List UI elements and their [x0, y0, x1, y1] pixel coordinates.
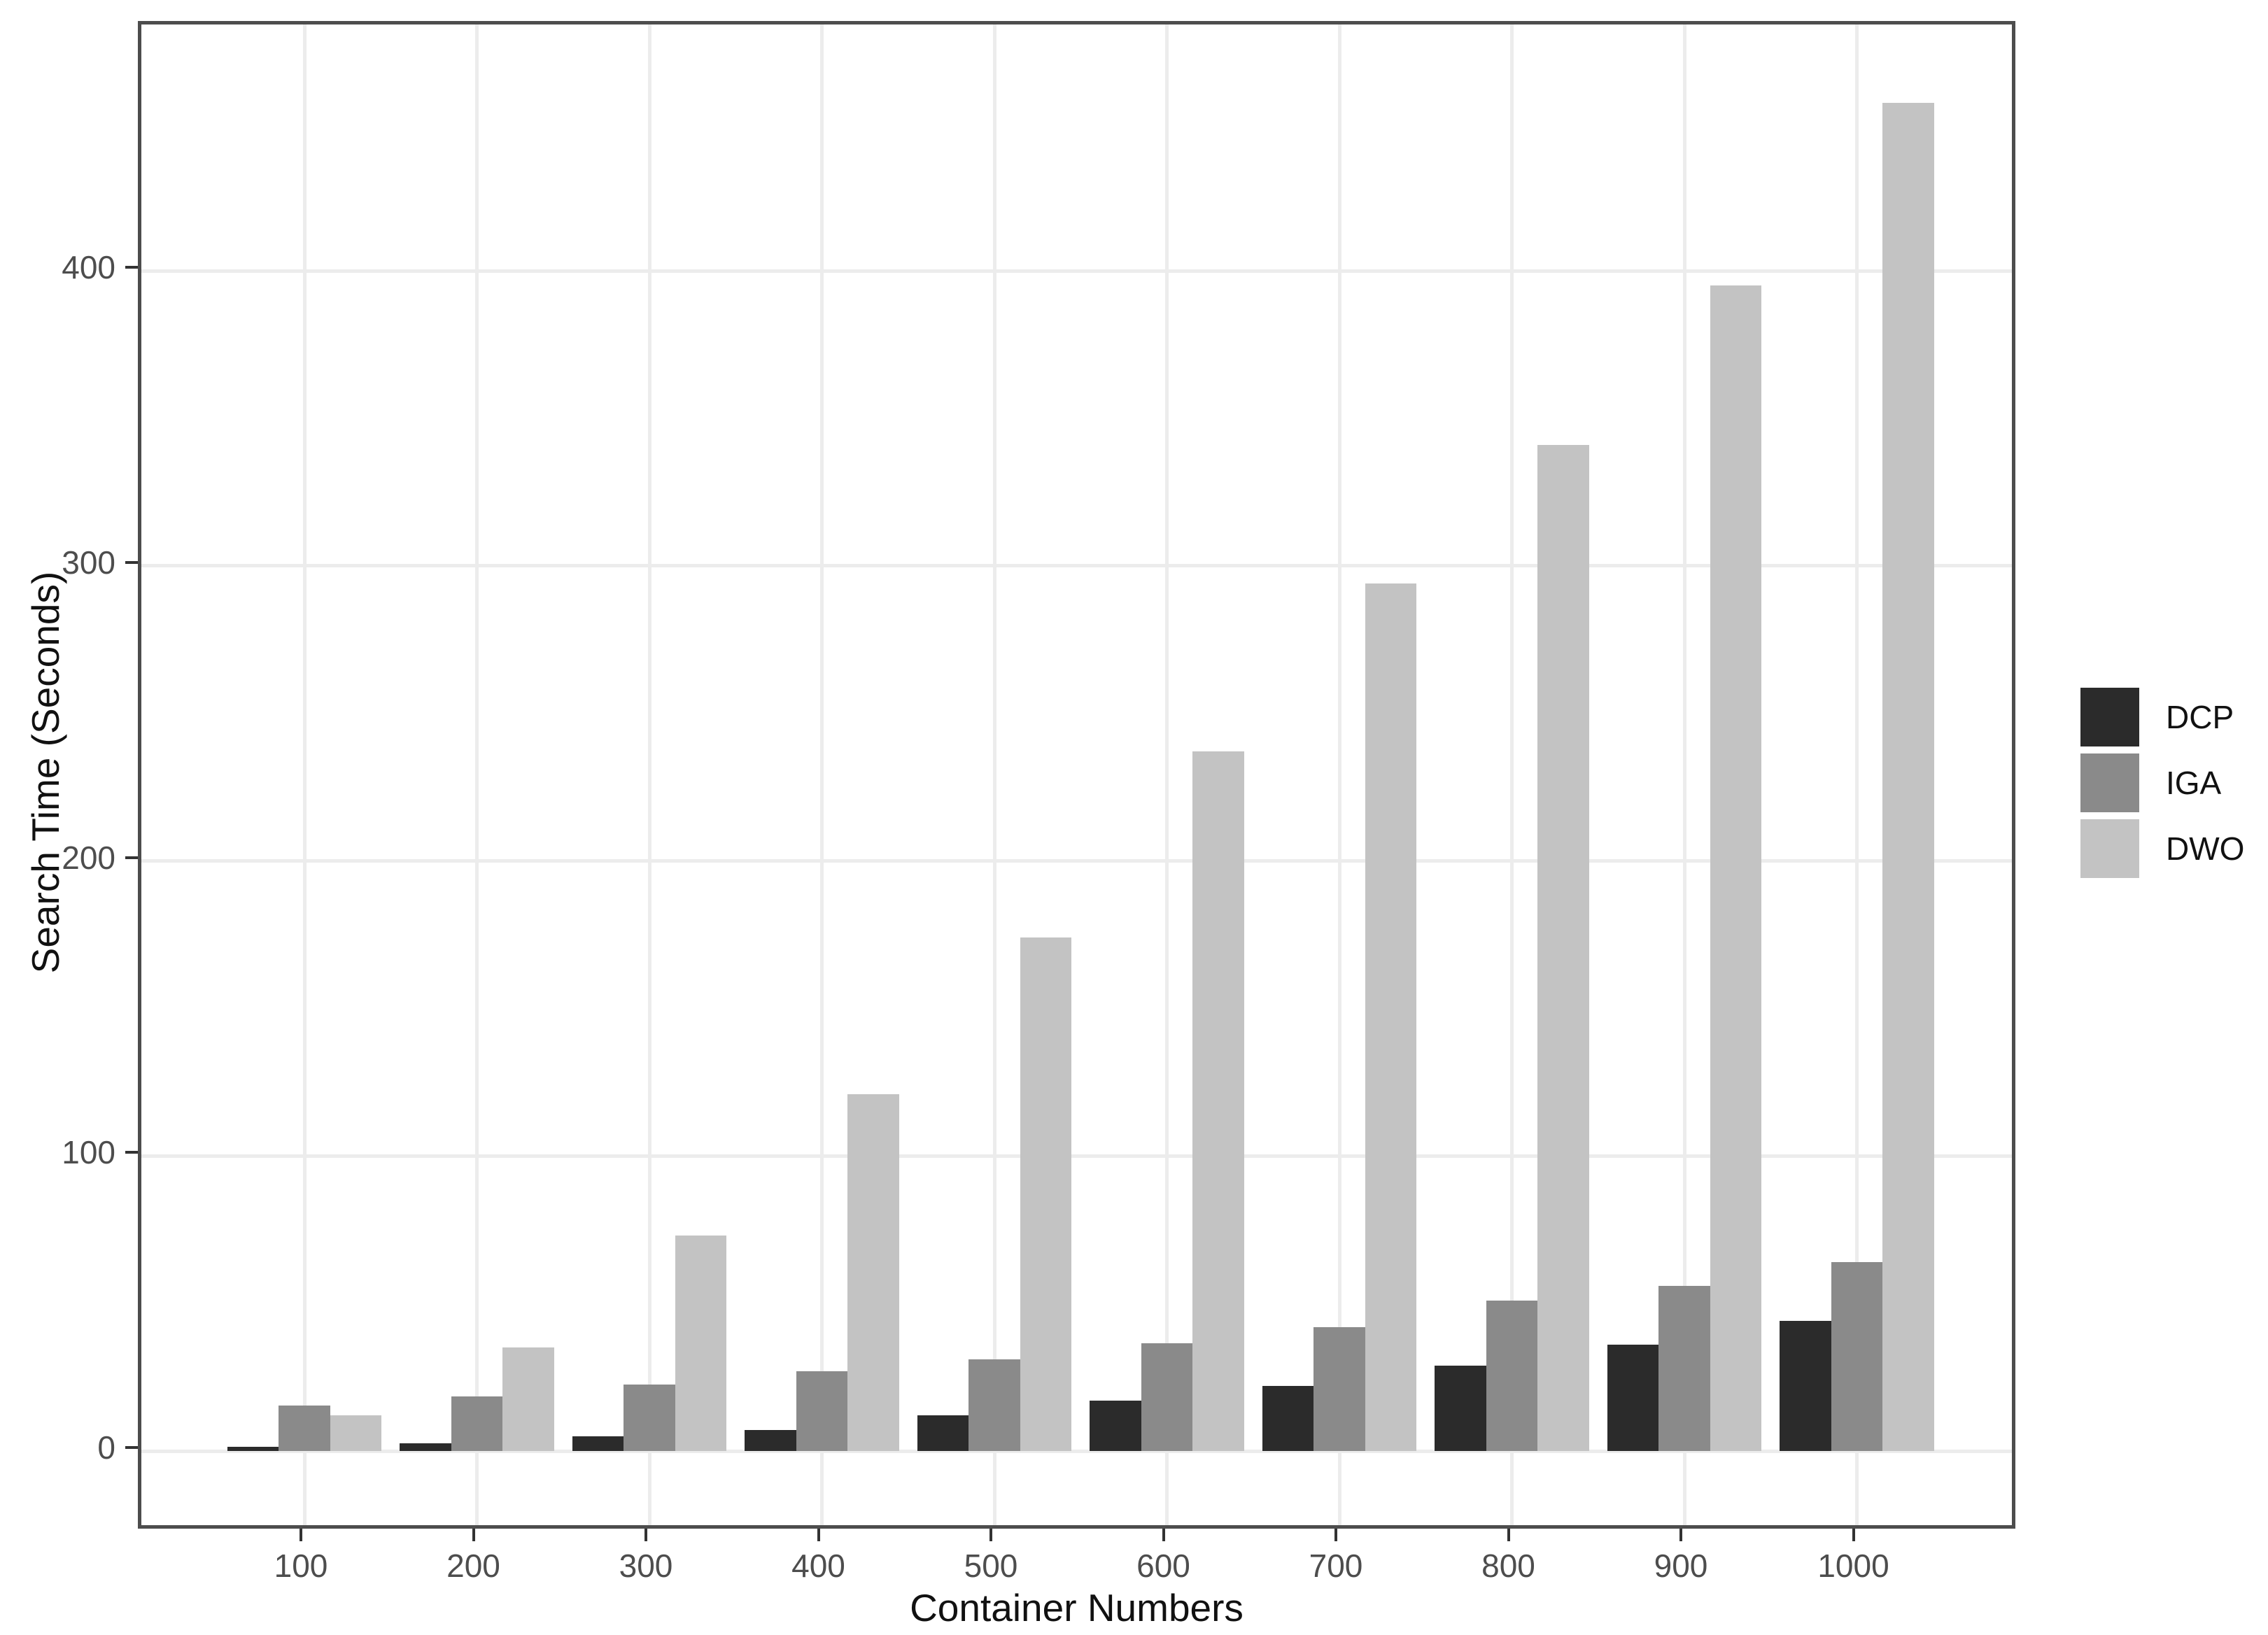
bar-DWO-400: [847, 1093, 899, 1451]
bar-IGA-500: [969, 1359, 1020, 1451]
x-tick-label-500: 500: [964, 1548, 1018, 1584]
bar-IGA-700: [1313, 1326, 1365, 1451]
bar-DWO-600: [1192, 751, 1244, 1451]
x-tick-mark-600: [1162, 1529, 1165, 1541]
bar-DWO-1000: [1882, 102, 1934, 1451]
x-gridline-200: [475, 24, 479, 1525]
x-gridline-500: [992, 24, 996, 1525]
x-gridline-1000: [1855, 24, 1859, 1525]
x-gridline-300: [647, 24, 651, 1525]
legend-item-IGA: IGA: [2080, 753, 2244, 812]
x-tick-mark-500: [989, 1529, 992, 1541]
legend-item-DCP: DCP: [2080, 688, 2244, 746]
legend-label-IGA: IGA: [2166, 765, 2222, 801]
y-tick-mark-100: [125, 1151, 138, 1154]
bar-IGA-400: [796, 1371, 848, 1451]
bar-DWO-700: [1365, 583, 1417, 1451]
legend-label-DCP: DCP: [2166, 699, 2234, 735]
bar-DCP-1000: [1780, 1321, 1831, 1451]
y-tick-mark-200: [125, 856, 138, 859]
x-tick-label-800: 800: [1481, 1548, 1535, 1584]
y-axis-title: Search Time (Seconds): [24, 571, 67, 974]
y-gridline-400: [141, 269, 2012, 273]
legend-label-DWO: DWO: [2166, 830, 2245, 867]
x-tick-label-600: 600: [1136, 1548, 1190, 1584]
bar-DWO-300: [675, 1236, 727, 1451]
bar-DCP-300: [572, 1436, 624, 1451]
y-tick-mark-300: [125, 560, 138, 564]
legend: DCP IGA DWO: [2080, 688, 2244, 878]
bar-IGA-600: [1141, 1343, 1193, 1451]
x-tick-mark-700: [1334, 1529, 1337, 1541]
legend-item-DWO: DWO: [2080, 819, 2244, 878]
plot-panel: [138, 21, 2015, 1529]
bar-DWO-900: [1710, 285, 1762, 1451]
y-gridline-0: [141, 1449, 2012, 1453]
x-gridline-900: [1682, 24, 1686, 1525]
bar-IGA-100: [279, 1405, 330, 1451]
bar-IGA-800: [1486, 1300, 1538, 1451]
x-axis-title: Container Numbers: [910, 1586, 1244, 1629]
y-gridline-200: [141, 859, 2012, 863]
x-gridline-700: [1337, 24, 1341, 1525]
bar-DCP-100: [227, 1446, 279, 1451]
y-tick-mark-400: [125, 266, 138, 269]
x-gridline-800: [1510, 24, 1514, 1525]
y-tick-label-100: 100: [62, 1134, 115, 1171]
x-tick-mark-200: [472, 1529, 475, 1541]
bar-IGA-1000: [1831, 1262, 1883, 1451]
bar-DCP-800: [1435, 1365, 1486, 1451]
bar-DCP-200: [400, 1443, 451, 1451]
x-gridline-400: [820, 24, 824, 1525]
bar-DWO-100: [330, 1415, 382, 1451]
x-tick-label-1000: 1000: [1817, 1548, 1889, 1584]
y-tick-label-400: 400: [62, 249, 115, 285]
bar-IGA-300: [624, 1385, 675, 1451]
x-tick-label-200: 200: [446, 1548, 500, 1584]
y-tick-mark-0: [125, 1446, 138, 1449]
y-tick-label-200: 200: [62, 839, 115, 876]
y-gridline-100: [141, 1154, 2012, 1158]
y-tick-label-0: 0: [97, 1429, 115, 1466]
bar-DCP-400: [745, 1430, 796, 1451]
bar-DCP-600: [1090, 1401, 1141, 1451]
bar-IGA-900: [1658, 1285, 1710, 1451]
legend-swatch-DCP: [2080, 688, 2139, 746]
x-tick-label-400: 400: [791, 1548, 845, 1584]
bar-IGA-200: [451, 1396, 503, 1451]
x-tick-label-300: 300: [619, 1548, 673, 1584]
x-gridline-600: [1165, 24, 1169, 1525]
x-tick-mark-1000: [1852, 1529, 1855, 1541]
x-tick-label-700: 700: [1309, 1548, 1363, 1584]
x-tick-label-900: 900: [1654, 1548, 1708, 1584]
y-tick-label-300: 300: [62, 544, 115, 581]
x-tick-mark-900: [1679, 1529, 1682, 1541]
bar-DWO-800: [1537, 444, 1589, 1451]
bar-DWO-200: [502, 1347, 554, 1451]
x-tick-mark-800: [1507, 1529, 1510, 1541]
y-gridline-300: [141, 564, 2012, 568]
bar-DCP-500: [917, 1415, 969, 1451]
x-tick-mark-100: [300, 1529, 302, 1541]
bar-DWO-500: [1020, 937, 1072, 1451]
x-tick-label-100: 100: [274, 1548, 328, 1584]
x-tick-mark-400: [817, 1529, 820, 1541]
bar-DCP-900: [1607, 1345, 1659, 1451]
legend-swatch-IGA: [2080, 753, 2139, 812]
x-tick-mark-300: [645, 1529, 647, 1541]
legend-swatch-DWO: [2080, 819, 2139, 878]
bar-DCP-700: [1262, 1386, 1314, 1451]
x-gridline-100: [302, 24, 307, 1525]
